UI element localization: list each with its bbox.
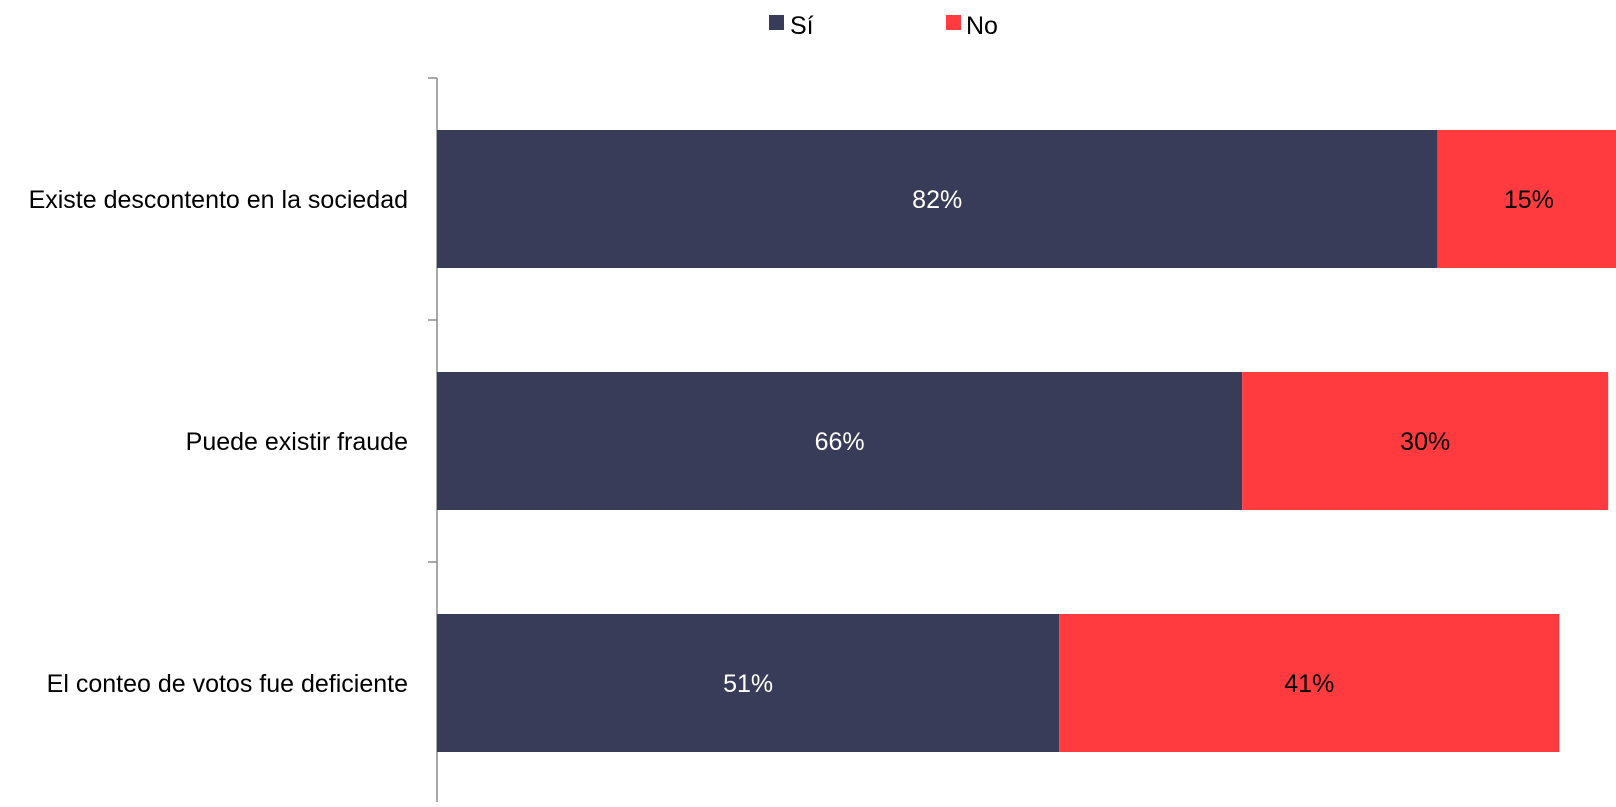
category-label-1: Existe descontento en la sociedad	[29, 186, 408, 214]
legend-swatch-no	[946, 15, 961, 30]
data-label-no-3: 41%	[1284, 670, 1334, 698]
bar-no-1	[1437, 130, 1616, 268]
data-label-no-1: 15%	[1504, 186, 1554, 214]
bars: 82% 15% 66% 30% 51% 41%	[437, 130, 1616, 752]
legend-label-no: No	[966, 12, 998, 40]
data-label-si-3: 51%	[723, 670, 773, 698]
data-label-si-1: 82%	[912, 186, 962, 214]
legend-swatch-si	[769, 15, 784, 30]
y-axis	[428, 77, 438, 802]
category-label-2: Puede existir fraude	[186, 428, 408, 456]
legend-label-si: Sí	[790, 12, 814, 40]
legend: Sí No	[769, 12, 998, 40]
bar-si-1	[437, 130, 1438, 268]
bar-si-3	[437, 614, 1060, 752]
category-label-3: El conteo de votos fue deficiente	[47, 670, 408, 698]
bar-no-3	[1059, 614, 1560, 752]
bar-si-2	[437, 372, 1243, 510]
category-labels: Existe descontento en la sociedad Puede e…	[29, 186, 408, 698]
data-label-no-2: 30%	[1400, 428, 1450, 456]
bar-no-2	[1242, 372, 1609, 510]
data-label-si-2: 66%	[815, 428, 865, 456]
